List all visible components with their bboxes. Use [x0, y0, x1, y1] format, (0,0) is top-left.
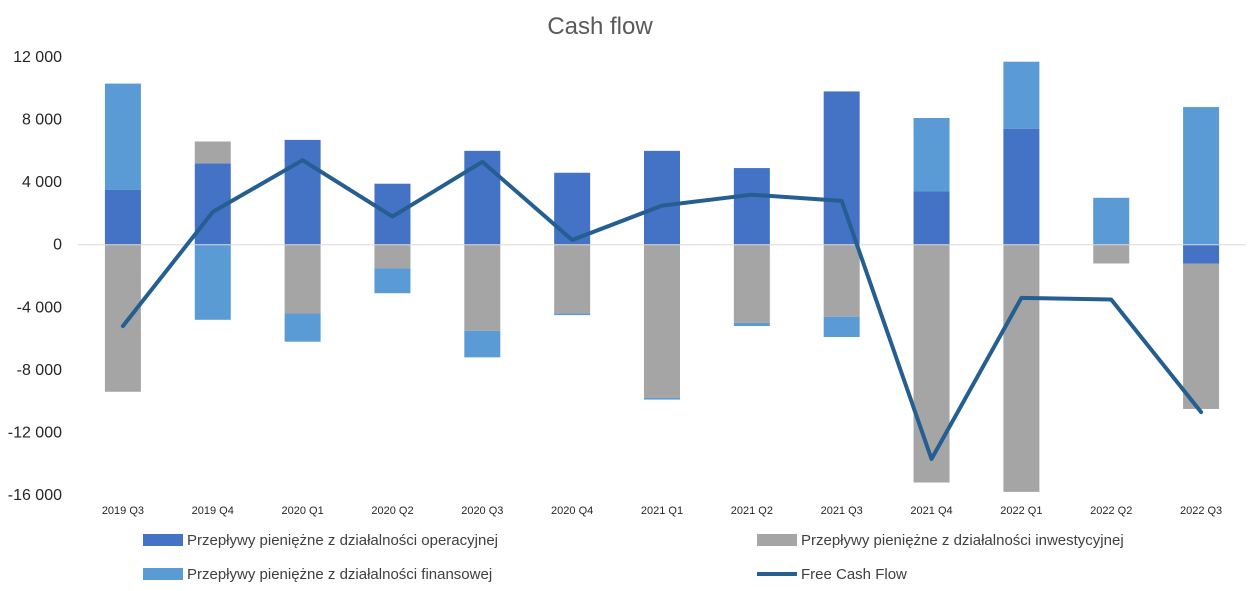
bar-series-2 [104, 244, 141, 392]
bar-series-2 [733, 244, 770, 323]
y-tick-label: 4 000 [22, 174, 62, 191]
bar-series-2 [823, 244, 860, 317]
bar-series-3 [913, 118, 950, 192]
y-tick-label: 0 [53, 237, 62, 254]
bar-series-1 [464, 150, 501, 245]
x-tick-label: 2019 Q4 [192, 505, 234, 517]
bar-series-1 [913, 191, 950, 245]
bar-series-3 [194, 244, 231, 320]
legend-swatch [143, 568, 183, 580]
bar-series-2 [464, 244, 501, 331]
bar-series-3 [1003, 61, 1040, 129]
bar-series-2 [1093, 244, 1130, 264]
legend-item: Przepływy pieniężne z działalności inwes… [757, 532, 1124, 549]
legend-label: Free Cash Flow [801, 566, 907, 583]
free-cash-flow-line [120, 158, 1204, 461]
bar-series-2 [1003, 244, 1040, 492]
bar-series-3 [733, 322, 770, 327]
legend-swatch [757, 534, 797, 546]
bar-series-3 [1183, 107, 1220, 245]
x-tick-label: 2020 Q4 [551, 505, 593, 517]
bar-series-1 [374, 183, 411, 245]
bar-series-1 [104, 189, 141, 245]
legend-swatch [143, 534, 183, 546]
x-tick-label: 2021 Q1 [641, 505, 683, 517]
legend-item: Przepływy pieniężne z działalności opera… [143, 532, 498, 549]
bar-series-3 [284, 313, 321, 342]
bar-series-1 [1183, 244, 1220, 264]
x-tick-label: 2020 Q1 [282, 505, 324, 517]
bar-series-3 [464, 330, 501, 358]
bar-series-2 [374, 244, 411, 269]
x-tick-label: 2022 Q3 [1180, 505, 1222, 517]
x-tick-label: 2019 Q3 [102, 505, 144, 517]
bar-series-3 [554, 313, 591, 316]
x-tick-label: 2020 Q3 [461, 505, 503, 517]
x-tick-label: 2020 Q2 [371, 505, 413, 517]
legend-label: Przepływy pieniężne z działalności finan… [187, 566, 492, 583]
y-tick-label: -16 000 [8, 487, 62, 504]
legend: Przepływy pieniężne z działalności opera… [143, 532, 1124, 583]
bar-series-1 [644, 150, 680, 245]
bar-series-2 [1183, 263, 1220, 409]
x-tick-label: 2021 Q2 [731, 505, 773, 517]
bar-series-1 [733, 168, 770, 245]
chart-title: Cash flow [547, 13, 653, 40]
legend-label: Przepływy pieniężne z działalności inwes… [801, 532, 1124, 549]
x-tick-label: 2022 Q1 [1000, 505, 1042, 517]
bar-series-2 [194, 141, 231, 164]
y-axis: 12 000 8 000 4 000 0 -4 000 -8 000 -12 000 -16 … [8, 49, 62, 504]
bar-series-1 [1003, 128, 1040, 245]
bar-series-3 [1093, 197, 1130, 245]
y-tick-label: 8 000 [22, 112, 62, 129]
bar-series-1 [554, 172, 591, 245]
legend-item: Free Cash Flow [757, 566, 907, 583]
x-tick-label: 2021 Q4 [910, 505, 952, 517]
bar-series-3 [104, 83, 141, 190]
legend-label: Przepływy pieniężne z działalności opera… [187, 532, 498, 549]
x-tick-label: 2021 Q3 [821, 505, 863, 517]
y-tick-label: -12 000 [8, 424, 62, 441]
bar-series-3 [374, 268, 411, 294]
bar-series-2 [554, 244, 591, 314]
y-tick-label: -4 000 [17, 299, 62, 316]
bars-layer [104, 61, 1220, 492]
bar-series-2 [284, 244, 321, 314]
line-layer [120, 158, 1204, 461]
x-axis: 2019 Q3 2019 Q4 2020 Q1 2020 Q2 2020 Q3 2020 … [102, 505, 1222, 517]
y-tick-label: 12 000 [13, 49, 62, 66]
bar-series-1 [284, 139, 321, 245]
legend-item: Przepływy pieniężne z działalności finan… [143, 566, 492, 583]
bar-series-2 [913, 244, 950, 483]
bar-series-1 [823, 91, 860, 245]
bar-series-3 [823, 316, 860, 338]
bar-series-2 [644, 244, 680, 399]
x-tick-label: 2022 Q2 [1090, 505, 1132, 517]
bar-series-3 [644, 398, 680, 400]
y-tick-label: -8 000 [17, 362, 62, 379]
